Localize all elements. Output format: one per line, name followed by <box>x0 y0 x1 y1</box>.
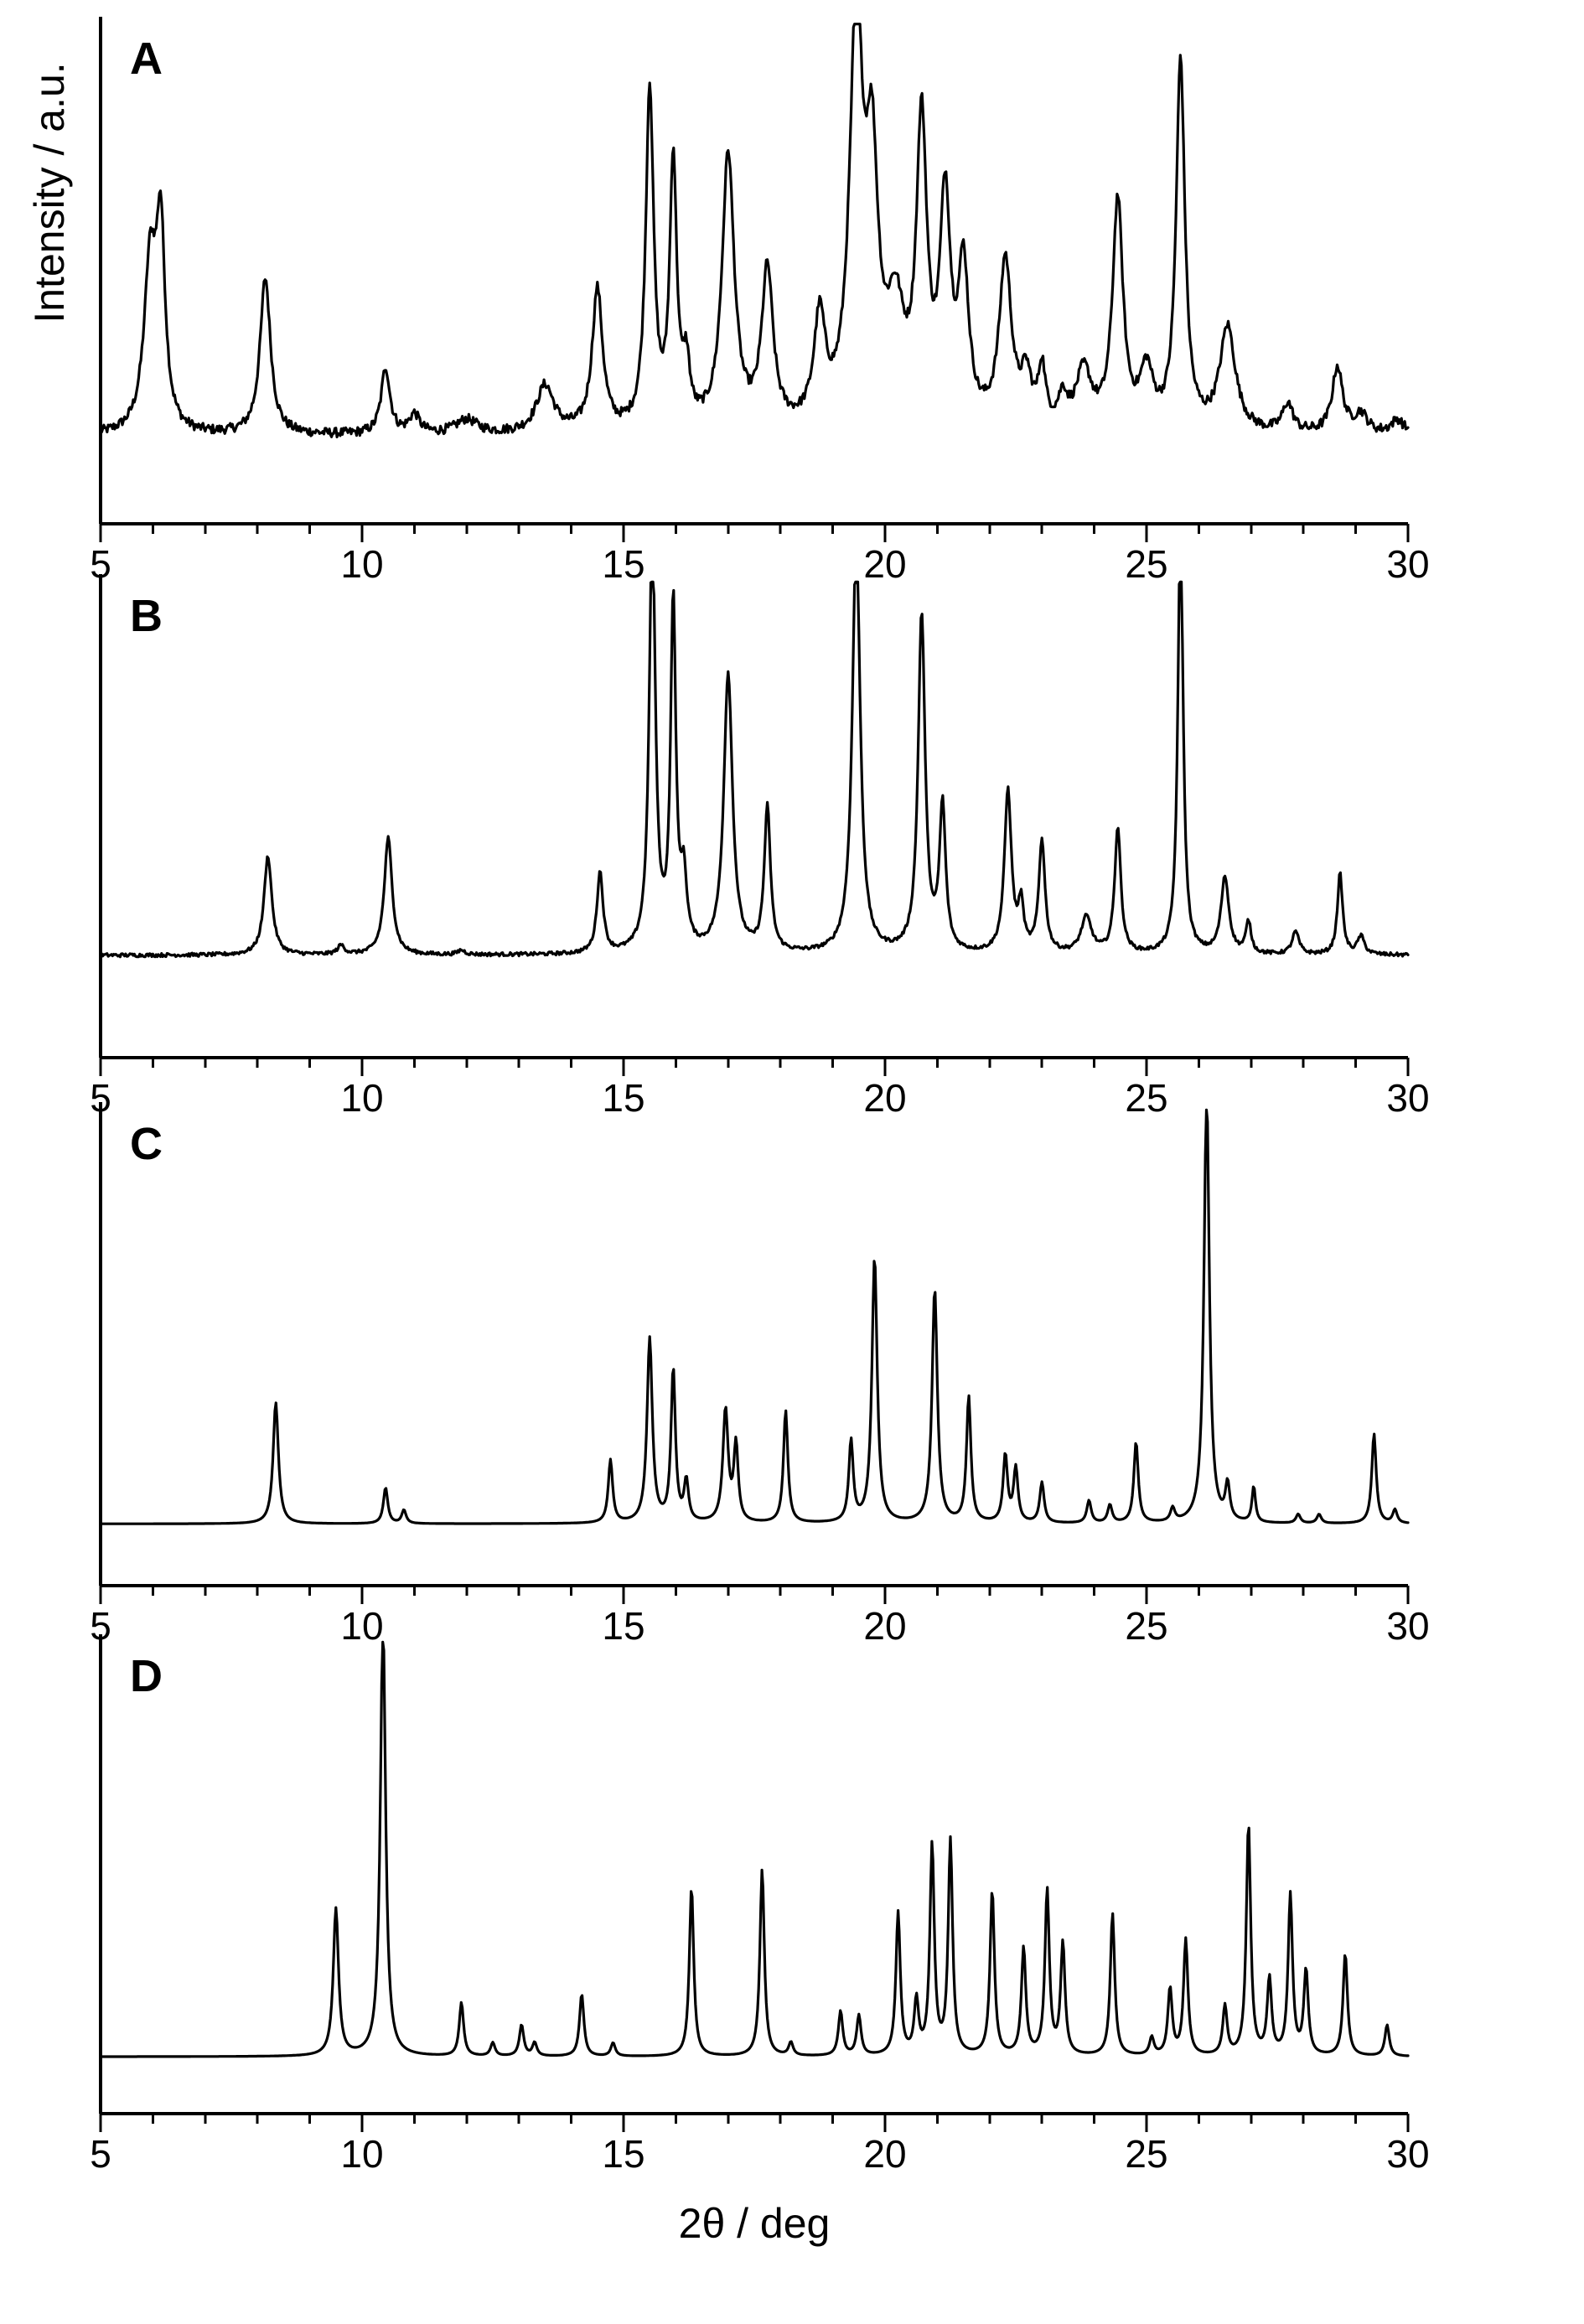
x-tick-label: 20 <box>863 542 906 586</box>
x-tick-label: 10 <box>340 2132 383 2176</box>
x-tick-label: 30 <box>1386 1076 1429 1120</box>
panel-label: D <box>130 1651 163 1701</box>
y-axis-title: Intensity / a.u. <box>26 62 73 323</box>
panel-b: 5 10 15 20 25 30B <box>90 574 1430 1120</box>
panel-label: A <box>130 34 163 84</box>
x-tick-label: 20 <box>863 1604 906 1648</box>
x-tick-label: 25 <box>1125 1604 1167 1648</box>
diffraction-pattern-b <box>99 580 1410 959</box>
x-tick-label: 10 <box>340 1076 383 1120</box>
x-tick-label: 10 <box>340 542 383 586</box>
panel-label: B <box>130 591 163 641</box>
panel-label: C <box>130 1119 163 1169</box>
x-tick-label: 20 <box>863 2132 906 2176</box>
x-tick-label: 15 <box>602 1076 644 1120</box>
panel-c: 5 10 15 20 25 30C <box>90 1102 1430 1648</box>
x-tick-label: 25 <box>1125 2132 1167 2176</box>
diffraction-pattern-c <box>99 1108 1410 1525</box>
x-tick-label: 30 <box>1386 542 1429 586</box>
x-tick-label: 10 <box>340 1604 383 1648</box>
diffraction-pattern-a <box>99 23 1410 439</box>
x-tick-label: 15 <box>602 542 644 586</box>
x-tick-label: 30 <box>1386 1604 1429 1648</box>
x-axis-title: 2θ / deg <box>679 2200 831 2247</box>
x-tick-label: 25 <box>1125 1076 1167 1120</box>
x-tick-label: 30 <box>1386 2132 1429 2176</box>
x-tick-label: 20 <box>863 1076 906 1120</box>
x-tick-label: 5 <box>90 2132 111 2176</box>
x-tick-label: 25 <box>1125 542 1167 586</box>
x-tick-label: 15 <box>602 2132 644 2176</box>
panel-d: 5 10 15 20 25 30 D 2θ / deg <box>90 1634 1430 2247</box>
diffraction-pattern-d <box>99 1640 1410 2058</box>
x-tick-label: 15 <box>602 1604 644 1648</box>
